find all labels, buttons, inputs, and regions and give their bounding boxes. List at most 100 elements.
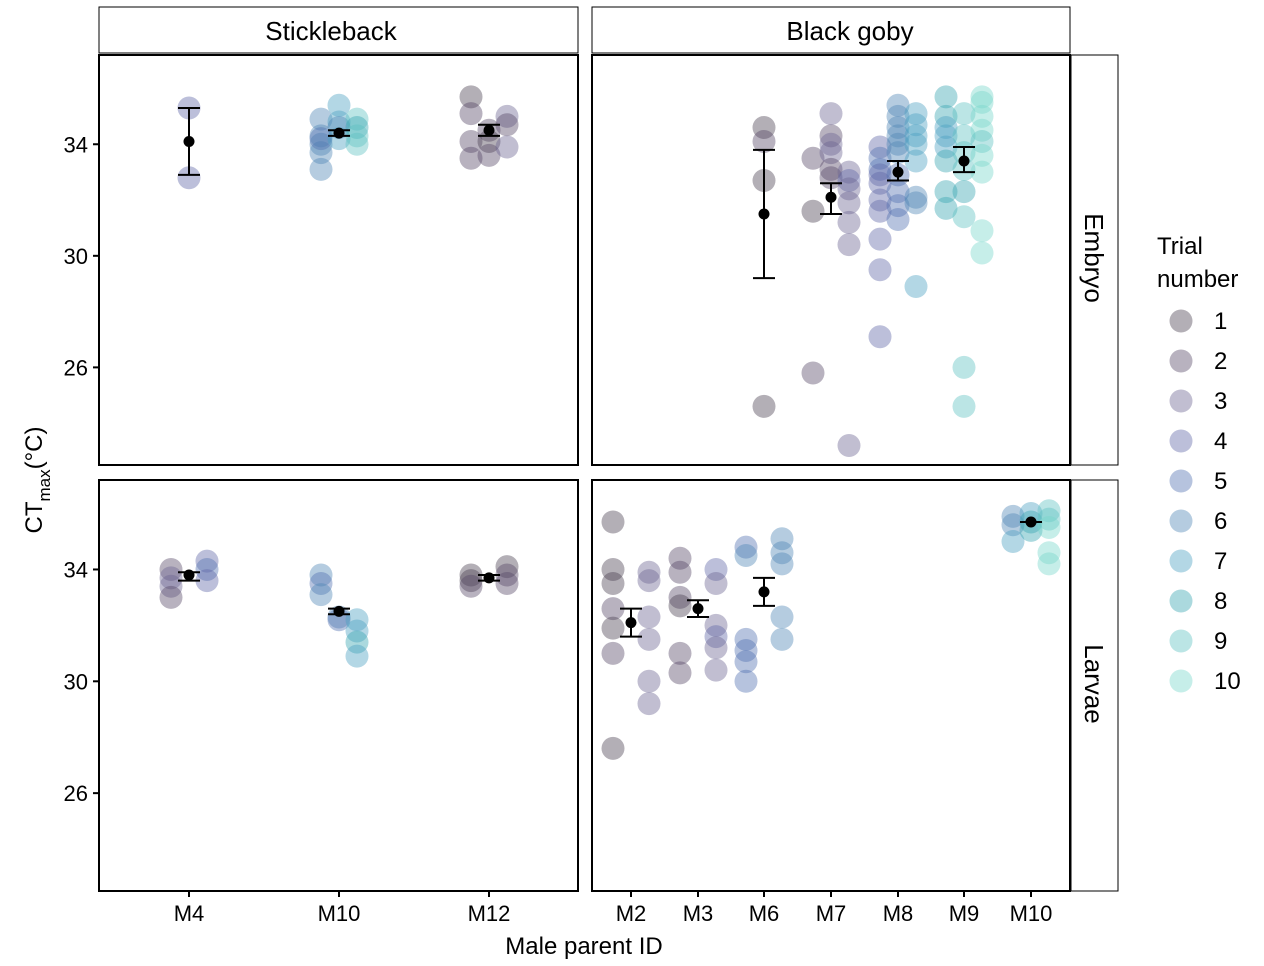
legend-key	[1169, 469, 1193, 493]
data-point	[309, 571, 333, 595]
axes: 26 30 34 26 30 34 M4 M10 M12 M2 M3 M6 M7 M8 M9 M10	[64, 132, 1053, 926]
legend-label: 3	[1214, 388, 1227, 415]
data-marks	[159, 85, 1061, 760]
data-point	[904, 124, 928, 148]
data-point	[904, 132, 928, 156]
data-point	[886, 116, 910, 140]
panel-borders	[98, 54, 1071, 892]
data-point	[970, 143, 994, 167]
data-point	[934, 124, 958, 148]
y-tick-label: 26	[64, 781, 88, 806]
mean-point	[625, 617, 637, 629]
data-point	[1019, 502, 1043, 526]
panel-larvae-stickleback	[99, 480, 578, 891]
data-point	[952, 205, 976, 229]
data-point	[309, 132, 333, 156]
data-point	[734, 669, 758, 693]
strip-label-larvae: Larvae	[1079, 644, 1109, 724]
x-tick-label: M12	[468, 901, 511, 926]
data-point	[868, 163, 892, 187]
data-point	[952, 124, 976, 148]
legend-key	[1169, 309, 1193, 333]
y-axis-title-unit: (°C)	[21, 426, 48, 469]
data-point	[934, 104, 958, 128]
data-point	[309, 127, 333, 151]
data-point	[904, 191, 928, 215]
data-point	[934, 85, 958, 109]
panel-larvae-black-goby-marks	[601, 499, 1061, 760]
data-point	[309, 157, 333, 181]
legend-label: 8	[1214, 588, 1227, 615]
data-point	[495, 104, 519, 128]
data-point	[819, 124, 843, 148]
x-tick-label: M10	[318, 901, 361, 926]
mean-point	[183, 135, 195, 147]
data-point	[195, 569, 219, 593]
data-point	[704, 636, 728, 660]
x-tick-label: M7	[816, 901, 847, 926]
data-point	[637, 692, 661, 716]
mean-point	[1025, 516, 1037, 528]
x-tick-label: M10	[1010, 901, 1053, 926]
data-point	[637, 605, 661, 629]
data-point	[704, 625, 728, 649]
data-point	[734, 627, 758, 651]
data-point	[837, 210, 861, 234]
data-point	[495, 135, 519, 159]
data-point	[819, 141, 843, 165]
data-point	[734, 650, 758, 674]
data-point	[1001, 530, 1025, 554]
data-point	[345, 132, 369, 156]
data-point	[904, 149, 928, 173]
data-point	[770, 527, 794, 551]
strip-label-black-goby: Black goby	[786, 16, 913, 46]
legend-key	[1169, 349, 1193, 373]
data-point	[345, 630, 369, 654]
data-point	[837, 433, 861, 457]
strip-top-stickleback: Stickleback	[98, 6, 579, 54]
data-point	[159, 557, 183, 581]
data-point	[970, 219, 994, 243]
svg-text:CTmax(°C): CTmax(°C)	[21, 426, 54, 533]
data-point	[868, 258, 892, 282]
data-point	[868, 135, 892, 159]
data-point	[177, 166, 201, 190]
data-point	[952, 394, 976, 418]
data-point	[1001, 513, 1025, 537]
data-point	[309, 124, 333, 148]
y-tick-label: 30	[64, 669, 88, 694]
data-point	[704, 613, 728, 637]
panel-larvae-stickleback-marks	[159, 549, 519, 668]
legend-key	[1169, 589, 1193, 613]
legend-label: 5	[1214, 468, 1227, 495]
mean-point	[333, 605, 345, 617]
data-point	[309, 107, 333, 131]
data-point	[704, 557, 728, 581]
x-axis-title: Male parent ID	[505, 933, 662, 960]
data-point	[637, 669, 661, 693]
data-point	[934, 180, 958, 204]
y-tick-label: 34	[64, 132, 88, 157]
data-point	[601, 616, 625, 640]
data-point	[459, 146, 483, 170]
legend-items: 1 2 3 4 5 6 7 8 9 10	[1169, 308, 1241, 695]
y-tick-label: 30	[64, 244, 88, 269]
data-point	[601, 571, 625, 595]
data-point	[345, 619, 369, 643]
data-point	[495, 113, 519, 137]
data-point	[868, 146, 892, 170]
data-point	[970, 118, 994, 142]
strip-right-embryo: Embryo	[1070, 54, 1119, 466]
data-point	[837, 160, 861, 184]
data-point	[601, 510, 625, 534]
data-point	[459, 102, 483, 126]
y-tick-label: 34	[64, 557, 88, 582]
x-tick-label: M3	[683, 901, 714, 926]
data-point	[886, 180, 910, 204]
y-tick-label: 26	[64, 355, 88, 380]
data-point	[734, 535, 758, 559]
data-point	[934, 149, 958, 173]
data-point	[868, 325, 892, 349]
data-point	[886, 194, 910, 218]
data-point	[345, 107, 369, 131]
